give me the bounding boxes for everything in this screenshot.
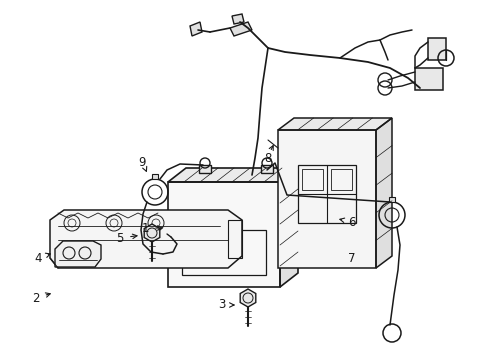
Polygon shape — [231, 14, 244, 24]
Text: 5: 5 — [116, 231, 123, 244]
Text: 8: 8 — [264, 152, 271, 165]
Polygon shape — [278, 118, 391, 130]
Polygon shape — [190, 22, 202, 36]
Polygon shape — [229, 22, 251, 36]
Polygon shape — [278, 130, 375, 268]
Polygon shape — [152, 174, 158, 179]
Polygon shape — [168, 168, 297, 182]
Text: 1: 1 — [141, 221, 148, 234]
Text: 3: 3 — [218, 298, 225, 311]
Text: 9: 9 — [138, 156, 145, 168]
Polygon shape — [414, 68, 442, 90]
Polygon shape — [50, 210, 242, 268]
Text: 7: 7 — [347, 252, 355, 265]
Polygon shape — [375, 118, 391, 268]
Text: 2: 2 — [32, 292, 40, 305]
Polygon shape — [199, 165, 210, 173]
Polygon shape — [427, 38, 445, 60]
Polygon shape — [144, 224, 160, 242]
Polygon shape — [388, 197, 394, 202]
Text: 4: 4 — [34, 252, 41, 265]
Polygon shape — [280, 168, 297, 287]
Polygon shape — [261, 165, 272, 173]
Polygon shape — [168, 182, 280, 287]
Polygon shape — [240, 289, 255, 307]
Polygon shape — [55, 241, 101, 267]
Text: 6: 6 — [347, 216, 355, 229]
